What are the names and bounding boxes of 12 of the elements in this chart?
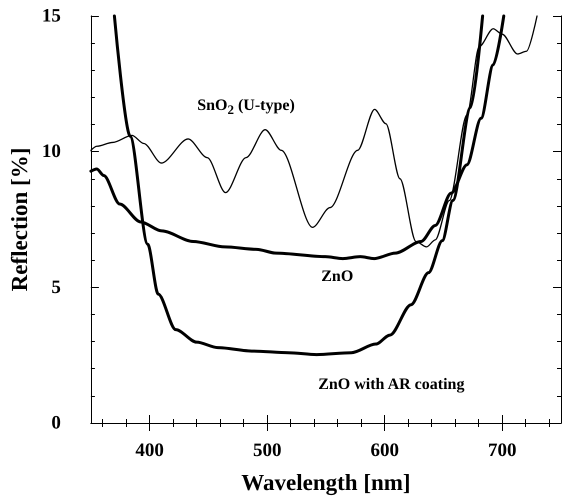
y-tick-label: 0 [51, 412, 61, 434]
x-tick-label: 600 [370, 440, 399, 461]
x-axis-title: Wavelength [nm] [241, 470, 411, 496]
y-tick-label: 15 [42, 6, 61, 26]
x-tick-label: 400 [135, 440, 164, 461]
series-label: ZnO [321, 268, 354, 286]
x-tick-label: 500 [252, 440, 282, 461]
series-label: ZnO with AR coating [318, 376, 464, 394]
y-tick-label: 10 [42, 141, 61, 162]
y-axis-title: Reflection [%] [7, 148, 32, 292]
y-tick-label: 5 [51, 276, 61, 298]
x-tick-label: 700 [488, 440, 516, 461]
